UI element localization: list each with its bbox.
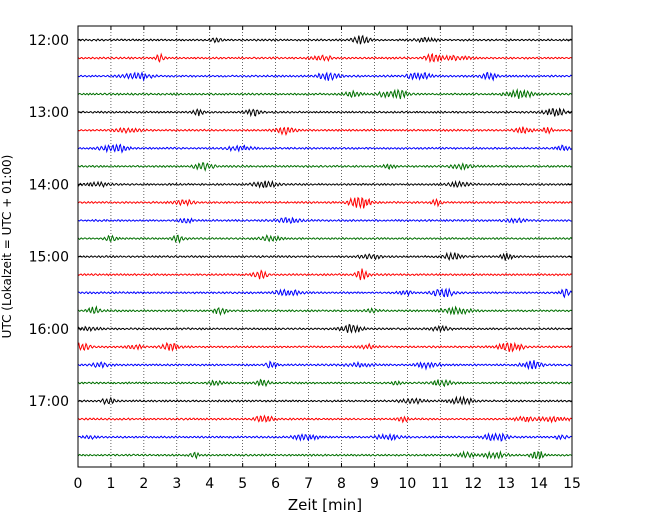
y-tick-label: 13:00 bbox=[29, 105, 69, 121]
seismic-trace bbox=[77, 268, 572, 281]
plot-frame bbox=[77, 25, 573, 468]
x-tick-label: 14 bbox=[530, 476, 548, 492]
seismic-trace bbox=[77, 378, 572, 388]
x-tick-label: 1 bbox=[106, 476, 115, 492]
seismic-trace bbox=[77, 52, 572, 64]
seismic-trace bbox=[77, 450, 572, 460]
seismic-trace bbox=[77, 196, 572, 210]
x-tick-label: 8 bbox=[337, 476, 346, 492]
seismic-trace bbox=[77, 432, 572, 442]
seismic-trace bbox=[77, 34, 572, 45]
seismic-traces bbox=[77, 34, 573, 460]
seismic-trace bbox=[77, 341, 572, 353]
y-tick-label: 12:00 bbox=[29, 33, 69, 49]
seismic-trace bbox=[77, 234, 572, 244]
x-tick-label: 11 bbox=[431, 476, 449, 492]
y-tick-label: 17:00 bbox=[29, 394, 69, 410]
x-tick-label: 13 bbox=[497, 476, 515, 492]
seismic-trace bbox=[77, 360, 572, 371]
x-tick-label: 2 bbox=[139, 476, 148, 492]
seismic-trace bbox=[77, 216, 572, 225]
y-axis-label: UTC (Lokalzeit = UTC + 01:00) bbox=[0, 155, 14, 339]
y-axis: 12:00 13:00 14:00 15:00 16:00 17:00 bbox=[29, 33, 572, 410]
x-tick-label: 5 bbox=[238, 476, 247, 492]
seismic-trace bbox=[77, 88, 572, 100]
x-tick-label: 6 bbox=[271, 476, 280, 492]
seismic-trace bbox=[77, 414, 572, 424]
seismic-trace bbox=[77, 126, 573, 137]
x-tick-label: 12 bbox=[464, 476, 482, 492]
x-tick-label: 7 bbox=[304, 476, 313, 492]
y-tick-label: 15:00 bbox=[29, 250, 69, 266]
x-tick-label: 0 bbox=[74, 476, 83, 492]
seismic-trace bbox=[77, 143, 572, 154]
x-tick-label: 10 bbox=[398, 476, 416, 492]
seismic-trace bbox=[77, 107, 573, 118]
x-tick-label: 4 bbox=[205, 476, 214, 492]
seismic-trace bbox=[77, 305, 572, 317]
seismic-trace bbox=[77, 251, 572, 262]
x-axis: 0 1 2 3 4 5 6 7 8 9 10 11 12 13 14 15 bbox=[74, 26, 581, 492]
seismic-trace bbox=[77, 287, 573, 299]
y-tick-label: 14:00 bbox=[29, 177, 69, 193]
seismic-trace bbox=[77, 323, 572, 334]
seismic-trace bbox=[77, 395, 572, 406]
seismic-trace bbox=[77, 71, 572, 82]
x-tick-label: 3 bbox=[172, 476, 181, 492]
x-tick-label: 9 bbox=[370, 476, 379, 492]
x-tick-label: 15 bbox=[563, 476, 581, 492]
seismic-trace bbox=[77, 179, 572, 189]
y-tick-label: 16:00 bbox=[29, 322, 69, 338]
seismic-trace bbox=[77, 162, 572, 172]
x-axis-label: Zeit [min] bbox=[288, 496, 362, 514]
